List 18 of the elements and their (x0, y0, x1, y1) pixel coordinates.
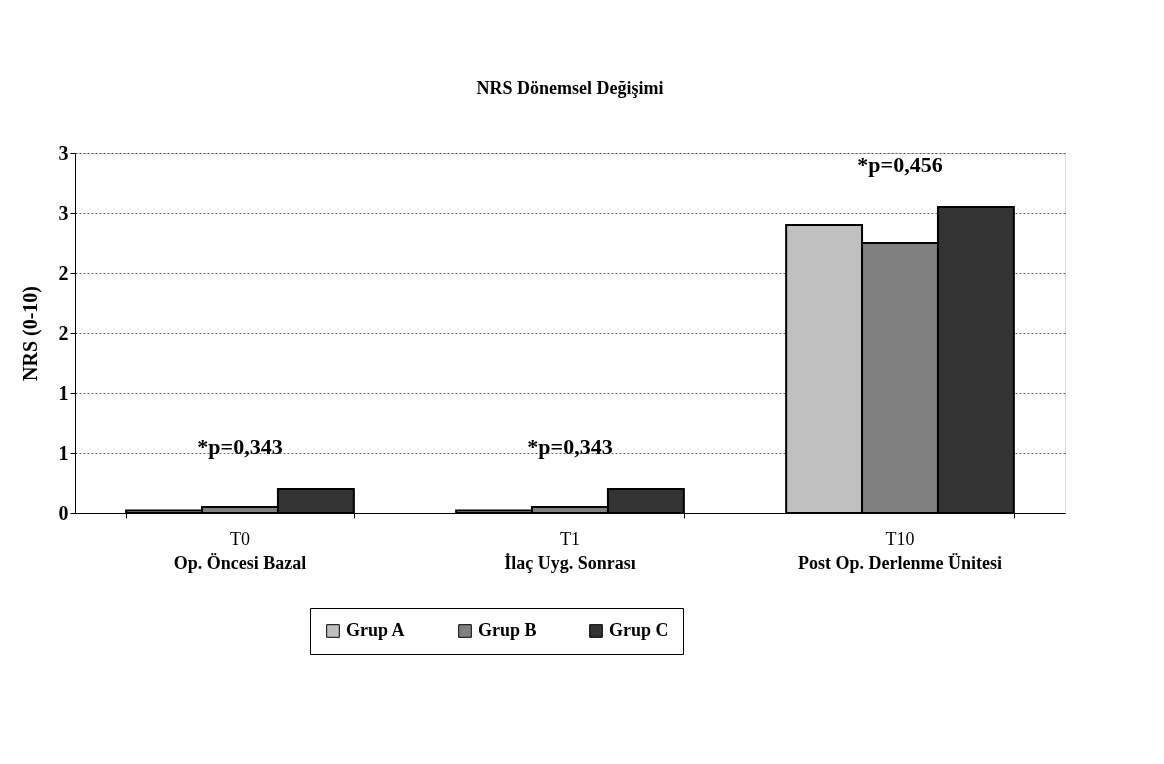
y-tick-label: 1 (58, 441, 69, 464)
annotation: *p=0,343 (527, 434, 613, 459)
category-label: T10 Post Op. Derlenme Ünitesi (798, 529, 1002, 573)
y-axis-title: NRS (0-10) (18, 286, 42, 381)
category-label: T0 Op. Öncesi Bazal (173, 529, 307, 573)
y-tick-label: 3 (58, 201, 69, 224)
category-label: T1 İlaç Uyg. Sonrası (504, 529, 636, 573)
y-tick-label: 3 (58, 141, 69, 164)
y-tick-label: 0 (58, 501, 69, 524)
annotation: *p=0,343 (197, 434, 283, 459)
y-tick-label: 1 (58, 381, 69, 404)
legend-label: Grup C (609, 620, 669, 640)
y-tick-label: 2 (58, 321, 69, 344)
y-tick-label: 2 (58, 261, 69, 284)
annotation: *p=0,456 (857, 152, 943, 177)
legend-label: Grup B (478, 620, 537, 640)
legend-label: Grup A (346, 620, 405, 640)
chart-title: NRS Dönemsel Değişimi (476, 78, 664, 98)
